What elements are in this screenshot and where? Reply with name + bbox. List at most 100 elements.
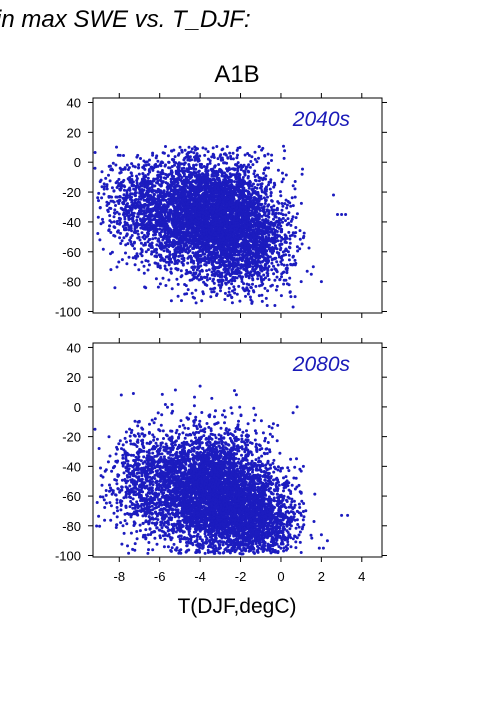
data-point [198,162,202,166]
data-point [177,236,181,240]
data-point [302,231,306,235]
data-point [214,172,218,176]
data-point [176,258,180,262]
data-point [188,278,192,282]
data-point [251,282,254,286]
data-point [267,265,271,268]
data-point [187,167,191,171]
data-point [210,220,213,224]
data-point [151,151,155,155]
data-point [272,185,276,189]
data-point [206,157,210,161]
data-point [157,239,161,243]
data-point [257,202,261,206]
data-point [239,168,243,172]
data-point [251,240,255,244]
data-point [139,241,143,245]
data-point [259,176,263,180]
data-point [294,226,298,229]
data-point [209,246,213,249]
data-point [182,188,185,191]
data-point [237,183,241,187]
data-point [214,184,218,188]
data-point [155,251,159,255]
data-point [257,156,260,160]
data-point [233,279,237,283]
data-point [286,217,290,221]
data-point [219,289,222,293]
data-point [268,255,272,259]
data-point [151,237,155,241]
data-point [227,290,231,294]
data-point [251,262,255,266]
data-point [293,258,297,262]
data-point [187,225,191,229]
data-point [243,170,247,174]
data-point [257,207,261,211]
data-point [179,269,183,273]
data-point [205,224,208,228]
data-point [288,241,292,245]
data-point [208,209,212,213]
data-point [205,278,209,282]
data-point [228,167,232,171]
data-point [195,185,199,189]
data-point [300,242,304,246]
data-point [188,235,192,238]
data-point [289,295,293,299]
data-point [241,176,245,179]
data-point [280,180,284,184]
data-point [295,212,299,216]
data-point [221,259,225,263]
data-point [290,196,294,200]
data-point [194,181,198,185]
data-point [235,148,239,152]
data-point [284,253,288,257]
data-point [182,158,186,162]
data-point [280,208,284,212]
data-point [189,174,193,178]
data-point [280,202,284,205]
data-point [267,166,270,170]
data-point [298,247,302,251]
data-point [249,273,253,277]
data-point [201,146,205,150]
data-point [291,215,295,219]
data-point [180,148,184,152]
data-point [193,296,196,300]
data-point [164,145,167,148]
data-point [202,203,206,206]
data-point [252,172,256,176]
data-point [193,272,197,276]
data-point [201,172,204,176]
data-point [238,299,242,303]
data-point [197,233,201,237]
data-point [230,167,234,171]
data-point [265,304,269,307]
data-point [203,179,207,183]
data-point [233,270,237,274]
data-point [294,216,298,220]
data-point [256,183,260,187]
data-point [248,165,252,169]
data-point [180,220,184,224]
data-point [266,152,270,156]
data-point [267,215,271,219]
data-point [264,177,267,181]
data-point [192,277,195,281]
data-point [187,250,191,254]
data-point [263,154,267,157]
page-heading: in max SWE vs. T_DJF: [0,6,251,33]
data-point [217,179,221,183]
data-point [163,213,167,217]
data-point [176,294,180,298]
data-point [208,277,212,281]
data-point [230,179,234,183]
data-point [195,254,199,258]
data-point [204,235,208,239]
data-point [177,221,181,225]
data-point [277,211,281,215]
data-point [287,258,291,262]
data-point [201,214,205,218]
